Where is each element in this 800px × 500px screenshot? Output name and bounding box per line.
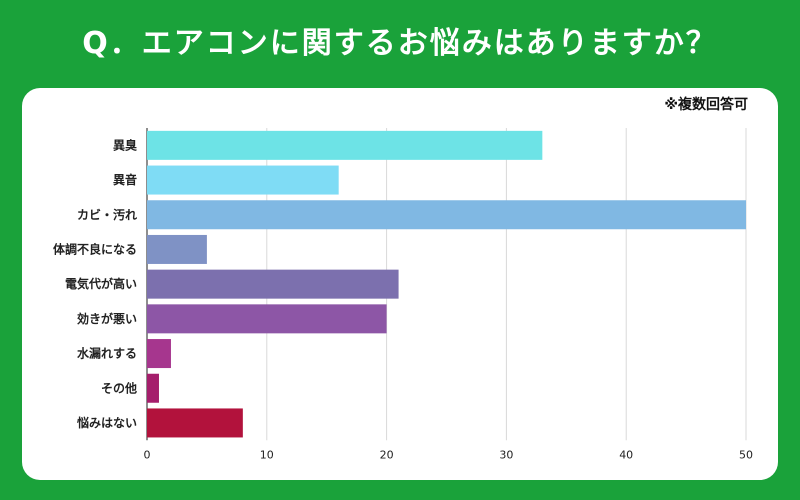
bar [147,234,207,264]
x-tick-label: 0 [144,448,151,461]
category-label: 悩みはない [76,415,137,430]
bar [147,339,171,369]
x-tick-label: 30 [499,448,513,461]
x-tick-label: 50 [739,448,753,461]
bar [147,200,746,230]
category-label: 異音 [113,172,137,187]
bar [147,130,543,160]
category-label: 体調不良になる [53,241,137,256]
category-label: 異臭 [113,137,137,152]
page-title: Q．エアコンに関するお悩みはありますか？ [82,26,718,61]
bar [147,373,159,403]
x-tick-label: 10 [260,448,274,461]
x-tick-label: 40 [619,448,633,461]
bar [147,269,399,299]
bar [147,408,243,438]
bar [147,165,339,195]
category-label: その他 [101,380,137,395]
multiple-answers-note: ※複数回答可 [664,97,748,113]
category-label: 電気代が高い [65,276,137,291]
category-label: 水漏れする [77,346,137,361]
chart-card: ※複数回答可 異臭異音カビ・汚れ体調不良になる電気代が高い効きが悪い水漏れするそ… [22,88,778,480]
x-tick-label: 20 [380,448,394,461]
category-label: 効きが悪い [77,311,137,326]
category-label: カビ・汚れ [77,207,137,222]
bar [147,304,387,334]
bar-chart: 異臭異音カビ・汚れ体調不良になる電気代が高い効きが悪い水漏れするその他悩みはない… [53,128,753,461]
